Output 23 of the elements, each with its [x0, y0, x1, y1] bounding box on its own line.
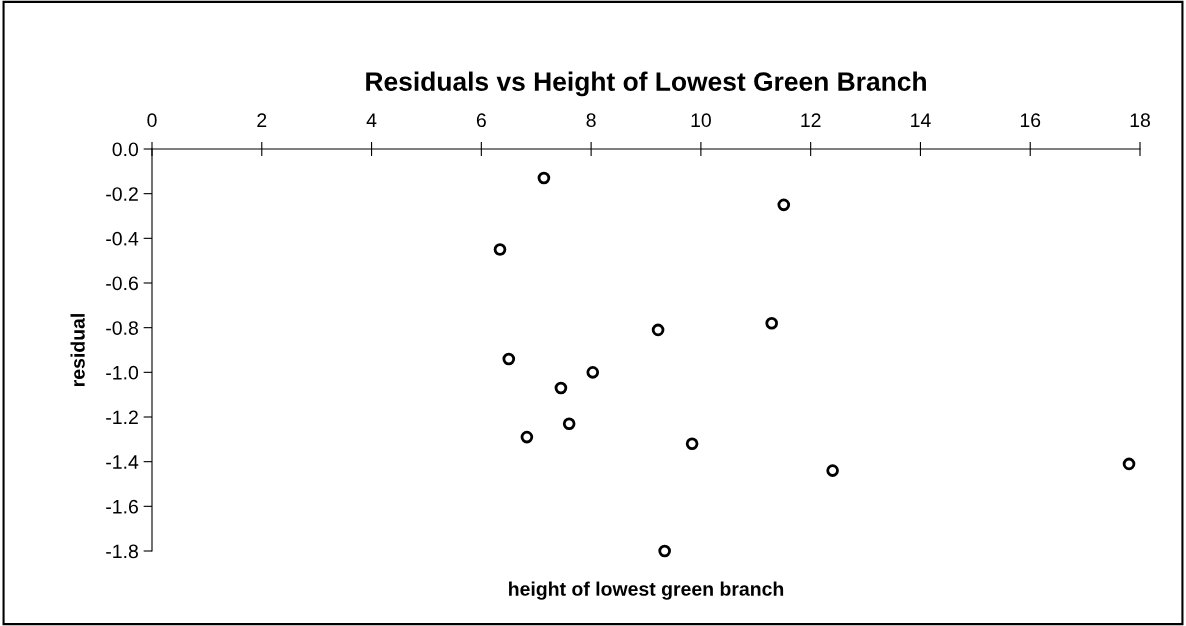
y-tick-label: -0.8	[106, 321, 138, 335]
x-tick-label: 10	[691, 113, 711, 128]
x-tick-label: 6	[476, 113, 486, 128]
chart-title: Residuals vs Height of Lowest Green Branch	[366, 71, 926, 97]
y-axis-title: residual	[70, 314, 85, 386]
y-tick-label: 0.0	[112, 142, 139, 157]
x-axis-title: height of lowest green branch	[509, 581, 784, 600]
x-tick-label: 2	[257, 113, 267, 127]
x-tick-label: 4	[366, 113, 377, 127]
x-tick-label: 0	[147, 113, 157, 128]
y-tick-label: -0.2	[106, 187, 138, 201]
y-tick-label: -1.2	[106, 410, 138, 425]
y-tick-label: -1.4	[106, 455, 139, 469]
x-tick-label: 8	[586, 113, 596, 128]
y-tick-label: -1.0	[106, 365, 139, 380]
x-tick-label: 12	[801, 113, 821, 127]
y-tick-label: -1.8	[106, 544, 138, 559]
x-tick-label: 18	[1130, 113, 1150, 128]
x-tick-label: 14	[911, 113, 931, 127]
y-tick-label: -0.6	[106, 276, 138, 291]
y-tick-label: -1.6	[106, 499, 138, 514]
x-tick-label: 16	[1020, 113, 1041, 128]
y-tick-label: -0.4	[106, 231, 139, 246]
